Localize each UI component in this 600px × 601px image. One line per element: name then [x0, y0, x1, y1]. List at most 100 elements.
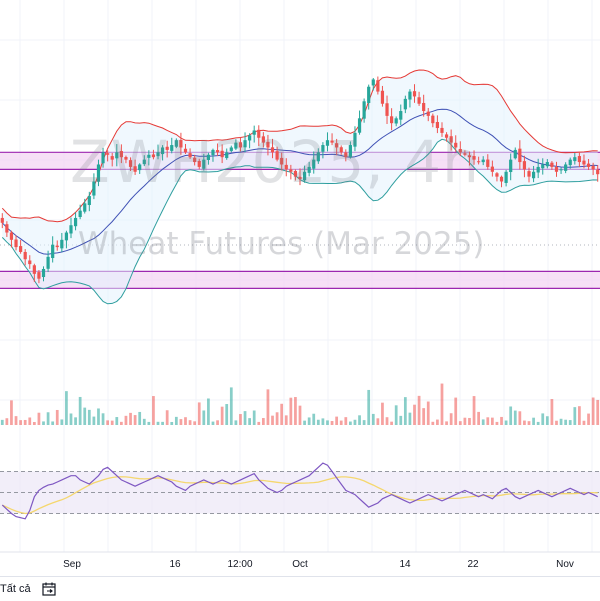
candle-body [591, 165, 595, 170]
candle-body [147, 154, 151, 158]
volume-bar [5, 418, 9, 425]
x-tick-label: 12:00 [227, 559, 252, 570]
candle-body [467, 155, 472, 158]
candle-body [220, 150, 224, 158]
volume-bar [252, 410, 256, 425]
volume-bar [23, 419, 27, 425]
volume-bar [490, 417, 494, 425]
candle-body [371, 79, 375, 86]
volume-bar [106, 420, 110, 425]
candle-body [353, 132, 357, 147]
volume-bar [509, 406, 513, 425]
volume-bar [527, 421, 531, 425]
volume-bar [124, 415, 128, 425]
volume-bar [156, 421, 160, 425]
bb-fill [2, 70, 598, 304]
candle-body [367, 86, 371, 104]
volume-bar [486, 417, 490, 425]
volume-bar [289, 397, 293, 425]
volume-bar [193, 421, 197, 425]
volume-bar [55, 409, 59, 425]
volume-bar [550, 399, 554, 425]
volume-bar [504, 420, 508, 425]
candle-body [431, 115, 435, 124]
volume-bar [179, 419, 183, 425]
volume-bar [42, 421, 45, 425]
volume-bar [83, 407, 87, 425]
volume-bar [463, 417, 467, 425]
candle-body [280, 157, 284, 165]
volume-bar [403, 397, 407, 425]
volume-bar [339, 420, 343, 425]
volume-bar [65, 391, 68, 425]
volume-bar [69, 413, 73, 425]
candle-body [316, 152, 320, 162]
volume-bar [422, 408, 426, 425]
volume-bar [261, 418, 265, 425]
candle-body [449, 136, 453, 143]
volume-bar [188, 420, 192, 425]
volume-bar [591, 397, 595, 425]
volume-bar [532, 417, 535, 425]
x-tick-label: 14 [399, 559, 411, 570]
candle-body [408, 91, 412, 100]
candle-body [9, 232, 14, 240]
volume-bar [28, 417, 32, 425]
candle-body [197, 160, 201, 167]
candle-body [454, 142, 458, 148]
volume-bar [165, 410, 169, 425]
candle-body [554, 166, 559, 172]
volume-bar [229, 387, 233, 425]
volume-bar [523, 420, 526, 425]
candle-body [490, 166, 494, 172]
volume-bar [37, 412, 41, 425]
candle-body [564, 164, 568, 171]
volume-bar [578, 406, 581, 425]
volume-bar [19, 420, 22, 425]
candle-body [55, 245, 59, 248]
candle-body [78, 210, 82, 218]
x-tick-label: Nov [556, 559, 574, 570]
candle-body [193, 157, 197, 163]
volume-bar [170, 421, 174, 425]
volume-bar [115, 417, 119, 425]
volume-bar [495, 421, 499, 425]
calendar-goto-icon[interactable] [41, 581, 57, 597]
bb-basis-line [1, 108, 598, 255]
candle-body [302, 171, 307, 181]
candle-body [472, 156, 476, 160]
candle-body [92, 181, 96, 196]
volume-bar [564, 419, 568, 425]
volume-bar [271, 415, 274, 425]
volume-bar [413, 404, 416, 425]
volume-bar [385, 417, 389, 425]
candle-body [444, 134, 449, 138]
range-all-button[interactable]: Tất cả [0, 583, 31, 595]
volume-bar [142, 418, 146, 425]
candle-body [307, 166, 311, 173]
chart-canvas[interactable]: Sep 16 12:00 Oct 14 22 Nov [0, 0, 600, 576]
volume-bar [294, 397, 297, 425]
candle-body [376, 80, 380, 92]
volume-bar [545, 416, 549, 425]
candle-body [83, 203, 87, 212]
candle-body [440, 127, 444, 133]
candle-body [481, 159, 485, 163]
volume-bar [129, 412, 132, 425]
candle-body [321, 145, 325, 152]
candle-body [399, 111, 403, 120]
volume-bar [133, 415, 137, 425]
x-axis: Sep 16 12:00 Oct 14 22 Nov [63, 559, 574, 570]
candle-body [527, 171, 531, 177]
candle-body [64, 232, 69, 241]
volume-bar [399, 415, 403, 425]
volume-bar [458, 421, 462, 425]
volume-bar [239, 414, 242, 425]
candle-body [261, 136, 265, 143]
volume-bar [46, 412, 50, 425]
candle-body [160, 147, 165, 155]
volume-bar [408, 412, 412, 425]
candle-body [357, 118, 362, 133]
candle-body [234, 142, 238, 149]
